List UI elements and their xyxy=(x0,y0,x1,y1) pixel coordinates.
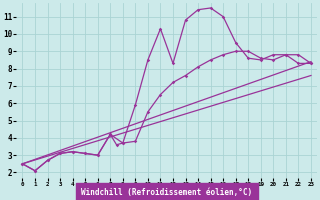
X-axis label: Windchill (Refroidissement éolien,°C): Windchill (Refroidissement éolien,°C) xyxy=(81,188,252,197)
